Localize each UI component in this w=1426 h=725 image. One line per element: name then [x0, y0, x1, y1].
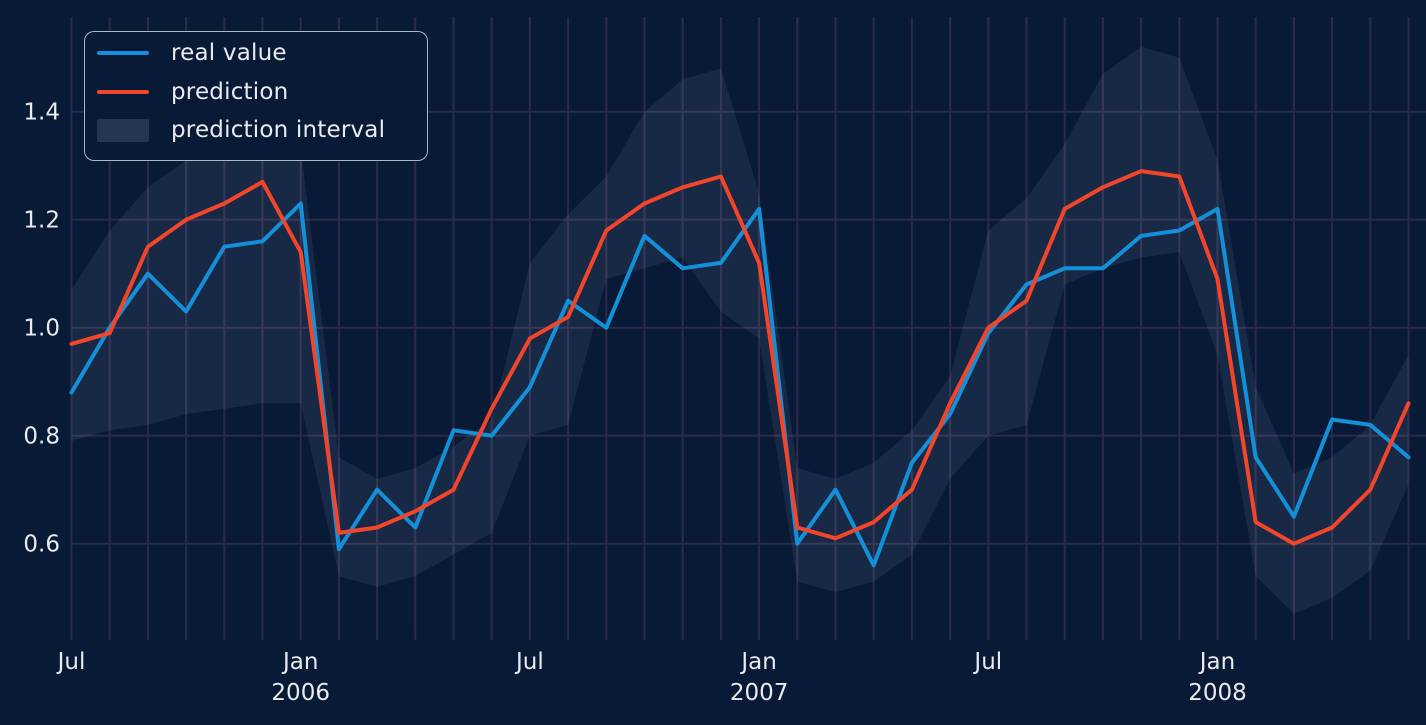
x-tick-label: Jul	[972, 649, 1002, 675]
x-tick-year-label: 2007	[730, 680, 789, 706]
legend-swatch-prediction-interval	[97, 118, 149, 142]
x-tick-year-label: 2008	[1188, 680, 1247, 706]
real-value-line	[69, 201, 1411, 568]
y-tick-label: 1.4	[23, 100, 60, 126]
x-tick-year-label: 2006	[271, 680, 330, 706]
y-tick-label: 1.0	[23, 316, 60, 342]
x-tick-label: Jul	[514, 649, 544, 675]
legend-item-real-value: real value	[97, 34, 413, 73]
y-tick-label: 0.8	[23, 424, 60, 450]
legend-label-real-value: real value	[171, 40, 287, 67]
legend: real value prediction prediction interva…	[84, 31, 428, 161]
y-tick-label: 0.6	[23, 532, 60, 558]
y-tick-label: 1.2	[23, 208, 60, 234]
x-tick-label: Jan	[281, 649, 318, 675]
x-tick-label: Jan	[1198, 649, 1235, 675]
legend-swatch-prediction	[97, 89, 149, 94]
legend-label-prediction-interval: prediction interval	[171, 117, 386, 144]
x-tick-label: Jan	[739, 649, 776, 675]
prediction-interval-band	[71, 46, 1409, 614]
legend-swatch-real-value	[97, 51, 149, 56]
legend-item-prediction: prediction	[97, 73, 413, 112]
legend-label-prediction: prediction	[171, 78, 289, 105]
prediction-line	[69, 169, 1411, 546]
legend-item-prediction-interval: prediction interval	[97, 111, 413, 150]
x-tick-label: Jul	[56, 649, 86, 675]
